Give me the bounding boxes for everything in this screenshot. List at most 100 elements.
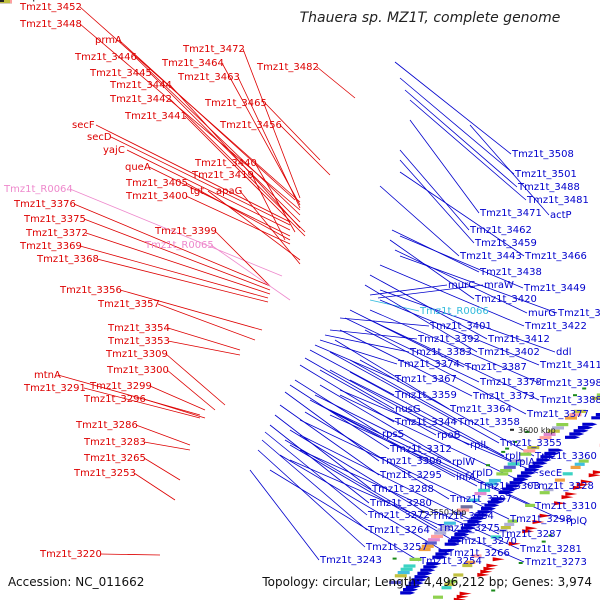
forward-strand-feature [580, 479, 593, 484]
reverse-strand-feature [420, 568, 436, 572]
gc-tick [525, 430, 530, 433]
cog-category-block [569, 413, 582, 417]
reverse-strand-feature [565, 435, 580, 439]
cog-category-block [478, 488, 491, 492]
gene-label: Tmz1t_3472 [182, 44, 245, 55]
label-connector [379, 299, 540, 366]
gene-label: Tmz1t_3471 [479, 208, 542, 219]
label-connector [134, 56, 301, 216]
label-connector [319, 339, 398, 365]
cog-category-block [507, 462, 520, 466]
label-connector [251, 174, 286, 241]
gene-label: Tmz1t_3358 [457, 417, 520, 428]
reverse-strand-feature [481, 507, 496, 511]
gene-label: Tmz1t_3280 [369, 498, 432, 509]
label-connector [349, 309, 465, 368]
gene-label: Tmz1t_3444 [109, 80, 172, 91]
label-connector [309, 349, 395, 396]
gene-label: Tmz1t_3445 [89, 68, 152, 79]
reverse-strand-feature [432, 555, 448, 559]
cog-category-block [507, 519, 518, 523]
cog-category-block [0, 0, 10, 4]
gene-label: Tmz1t_3399 [154, 226, 217, 237]
forward-strand-feature [592, 470, 600, 475]
label-connector [364, 284, 478, 353]
cog-category-block [578, 459, 589, 463]
cog-category-block [462, 563, 473, 568]
gene-label: Tmz1t_3465 [204, 98, 267, 109]
reverse-strand-feature [423, 565, 439, 569]
kbp-label: 3600 kbp [518, 426, 556, 435]
cog-category-block [500, 526, 511, 530]
gc-tick [582, 387, 587, 390]
gene-label: Tmz1t_3377 [526, 409, 589, 420]
gene-label: Tmz1t_3374 [397, 359, 460, 370]
forward-strand-feature [561, 495, 574, 500]
forward-strand-feature [483, 566, 496, 571]
gene-label: Tmz1t_3368 [36, 254, 99, 265]
cog-category-block [441, 586, 452, 590]
forward-strand-feature [522, 529, 535, 534]
label-connector [264, 431, 368, 516]
gene-label: Tmz1t_3356 [59, 285, 122, 296]
forward-strand-feature [456, 594, 469, 599]
reverse-strand-feature [498, 490, 514, 494]
label-connector [299, 449, 520, 550]
forward-strand-feature [554, 501, 567, 506]
label-connector [279, 454, 448, 554]
cog-category-block [519, 452, 532, 456]
label-connector [269, 469, 420, 562]
gene-label: Tmz1t_3288 [371, 484, 434, 495]
map-title: Thauera sp. MZ1T, complete genome [300, 10, 561, 26]
label-connector [399, 171, 525, 257]
gene-label: Tmz1t_3359 [394, 390, 457, 401]
gene-label: Tmz1t_3264 [367, 525, 430, 536]
gene-label: Tmz1t_3295 [379, 470, 442, 481]
gene-label: Tmz1t_3254 [419, 556, 482, 567]
gene-label: murC [448, 280, 475, 291]
label-connector [329, 414, 566, 522]
reverse-strand-feature [573, 429, 589, 433]
label-connector [329, 369, 470, 446]
gene-label: Tmz1t_3464 [161, 58, 224, 69]
label-connector [394, 61, 512, 155]
reverse-strand-feature [411, 578, 427, 582]
gene-label: Tmz1t_R0064 [3, 184, 73, 195]
gc-tick [513, 440, 518, 443]
cog-category-block [543, 488, 554, 492]
gene-label: Tmz1t_3266 [447, 548, 510, 559]
label-connector [399, 159, 475, 244]
gene-label: tgt [190, 186, 204, 197]
cog-category-block [400, 567, 413, 571]
reverse-strand-feature [414, 575, 430, 579]
gene-label: rpsS [382, 429, 404, 440]
cog-category-block [525, 503, 536, 507]
cog-category-block [453, 511, 466, 515]
label-connector [304, 357, 395, 410]
gene-label: Tmz1t_3398 [539, 378, 600, 389]
label-connector [369, 309, 540, 384]
cog-category-block [500, 469, 513, 473]
gene-label: rpoB [437, 430, 461, 441]
label-connector [126, 149, 291, 231]
label-connector [314, 394, 472, 474]
cog-category-block [596, 393, 600, 397]
gene-label: Tmz1t_3438 [479, 267, 542, 278]
gene-label: Tmz1t_3243 [319, 555, 382, 566]
label-connector [207, 190, 301, 261]
gene-label: ddl [556, 347, 571, 358]
cog-category-block [444, 582, 455, 587]
kbp-label: 3800 kbp [0, 0, 38, 2]
cog-category-block [431, 534, 443, 538]
cog-category-block [440, 524, 453, 529]
label-connector [133, 472, 176, 501]
gene-label: Tmz1t_3441 [124, 111, 187, 122]
reverse-strand-feature [474, 513, 490, 517]
label-connector [143, 457, 181, 481]
cog-category-block [565, 416, 577, 420]
reverse-strand-feature [577, 426, 593, 430]
cog-category-block [460, 505, 473, 509]
gene-label: Tmz1t_3383 [409, 347, 472, 358]
gene-label: Tmz1t_3257 [365, 542, 428, 553]
cog-category-block [433, 595, 443, 599]
